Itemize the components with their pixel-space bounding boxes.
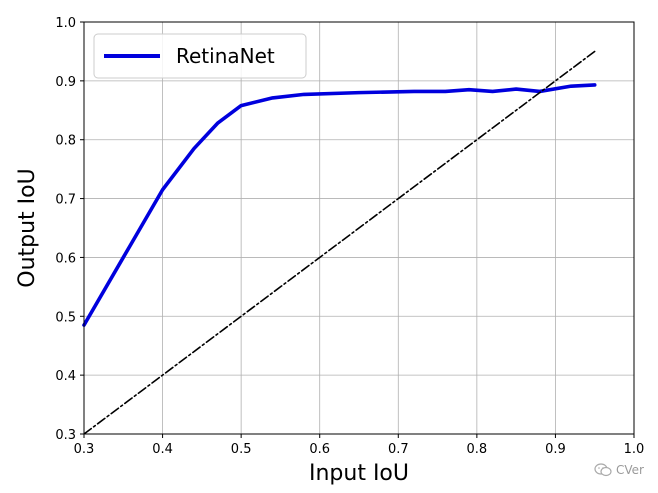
legend-label-retinanet: RetinaNet — [176, 44, 275, 68]
x-tick-label: 0.6 — [309, 442, 330, 457]
y-tick-label: 0.6 — [55, 251, 76, 266]
y-tick-label: 0.3 — [55, 428, 76, 443]
x-tick-label: 1.0 — [624, 442, 645, 457]
wechat-icon — [594, 463, 612, 477]
y-tick-label: 0.9 — [55, 75, 76, 90]
watermark-text: CVer — [616, 463, 644, 477]
x-axis-label: Input IoU — [309, 461, 409, 486]
x-tick-label: 0.8 — [467, 442, 488, 457]
x-tick-label: 0.4 — [152, 442, 173, 457]
y-tick-label: 0.4 — [55, 369, 76, 384]
x-tick-label: 0.3 — [74, 442, 95, 457]
y-tick-label: 0.7 — [55, 193, 76, 208]
series-lines — [82, 50, 597, 435]
y-tick-label: 0.5 — [55, 310, 76, 325]
plot-frame — [83, 21, 635, 435]
x-tick-label: 0.5 — [231, 442, 252, 457]
series-line-diagonal-reference — [83, 50, 596, 435]
y-axis-label: Output IoU — [15, 168, 40, 287]
legend: RetinaNet — [93, 33, 307, 79]
x-tick-label: 0.7 — [388, 442, 409, 457]
y-tick-label: 0.8 — [55, 134, 76, 149]
x-tick-label: 0.9 — [545, 442, 566, 457]
legend-box — [93, 33, 307, 79]
axis-ticks: 0.3 0.4 0.5 0.6 0.7 0.8 0.9 1.0 0.3 0.4 0.5 0.6 0.7 0… — [55, 16, 644, 457]
watermark: CVer — [594, 463, 644, 477]
y-tick-label: 1.0 — [55, 16, 76, 31]
series-line-retinanet — [82, 83, 597, 327]
